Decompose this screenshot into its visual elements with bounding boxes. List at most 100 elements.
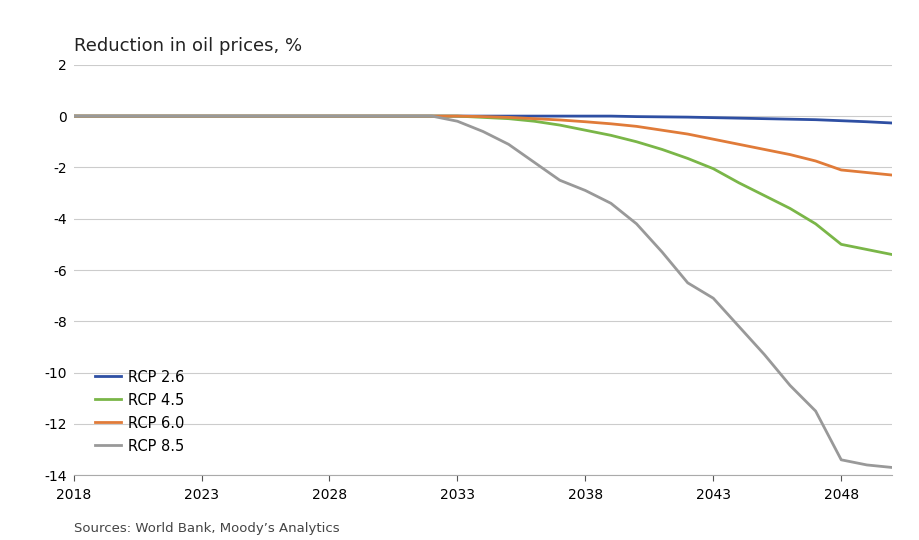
RCP 6.0 — [451, 113, 462, 119]
RCP 4.5 — [94, 113, 105, 119]
RCP 2.6 — [681, 114, 692, 120]
RCP 8.5 — [298, 113, 309, 119]
RCP 2.6 — [170, 113, 181, 119]
RCP 6.0 — [298, 113, 309, 119]
RCP 6.0 — [860, 170, 871, 176]
RCP 8.5 — [758, 352, 769, 358]
RCP 4.5 — [707, 165, 718, 172]
RCP 8.5 — [579, 187, 590, 194]
RCP 2.6 — [221, 113, 233, 119]
RCP 6.0 — [579, 118, 590, 125]
RCP 4.5 — [451, 113, 462, 119]
RCP 6.0 — [221, 113, 233, 119]
RCP 8.5 — [425, 113, 437, 119]
RCP 6.0 — [94, 113, 105, 119]
RCP 4.5 — [860, 246, 871, 253]
RCP 6.0 — [401, 113, 412, 119]
RCP 6.0 — [503, 114, 514, 120]
Line: RCP 4.5: RCP 4.5 — [74, 116, 891, 255]
RCP 4.5 — [170, 113, 181, 119]
RCP 2.6 — [553, 113, 564, 119]
RCP 2.6 — [298, 113, 309, 119]
RCP 6.0 — [886, 172, 897, 178]
RCP 4.5 — [272, 113, 283, 119]
RCP 6.0 — [196, 113, 207, 119]
RCP 4.5 — [477, 114, 488, 120]
RCP 6.0 — [784, 151, 795, 158]
RCP 2.6 — [196, 113, 207, 119]
RCP 8.5 — [401, 113, 412, 119]
RCP 6.0 — [834, 167, 845, 173]
RCP 2.6 — [425, 113, 437, 119]
RCP 4.5 — [425, 113, 437, 119]
RCP 6.0 — [656, 127, 667, 133]
RCP 4.5 — [528, 118, 539, 125]
RCP 2.6 — [451, 113, 462, 119]
RCP 8.5 — [119, 113, 130, 119]
Line: RCP 2.6: RCP 2.6 — [74, 116, 891, 123]
RCP 4.5 — [784, 205, 795, 212]
RCP 6.0 — [349, 113, 360, 119]
RCP 8.5 — [247, 113, 258, 119]
RCP 8.5 — [784, 382, 795, 389]
RCP 8.5 — [528, 159, 539, 166]
RCP 2.6 — [707, 114, 718, 121]
RCP 8.5 — [349, 113, 360, 119]
RCP 8.5 — [707, 295, 718, 301]
RCP 2.6 — [605, 113, 616, 119]
RCP 2.6 — [758, 116, 769, 122]
RCP 4.5 — [68, 113, 79, 119]
RCP 2.6 — [784, 116, 795, 123]
RCP 2.6 — [144, 113, 155, 119]
RCP 2.6 — [272, 113, 283, 119]
RCP 4.5 — [656, 146, 667, 153]
RCP 2.6 — [630, 113, 641, 120]
RCP 2.6 — [886, 120, 897, 126]
RCP 2.6 — [579, 113, 590, 119]
RCP 4.5 — [401, 113, 412, 119]
RCP 2.6 — [732, 115, 743, 122]
RCP 4.5 — [323, 113, 335, 119]
RCP 4.5 — [553, 122, 564, 129]
RCP 2.6 — [119, 113, 130, 119]
RCP 8.5 — [68, 113, 79, 119]
RCP 4.5 — [247, 113, 258, 119]
RCP 4.5 — [886, 252, 897, 258]
Text: Sources: World Bank, Moody’s Analytics: Sources: World Bank, Moody’s Analytics — [74, 522, 339, 535]
RCP 8.5 — [477, 128, 488, 134]
RCP 6.0 — [528, 116, 539, 122]
RCP 4.5 — [298, 113, 309, 119]
RCP 6.0 — [272, 113, 283, 119]
RCP 8.5 — [860, 462, 871, 468]
RCP 6.0 — [425, 113, 437, 119]
RCP 2.6 — [503, 113, 514, 119]
RCP 8.5 — [144, 113, 155, 119]
RCP 8.5 — [323, 113, 335, 119]
RCP 6.0 — [732, 141, 743, 147]
RCP 2.6 — [860, 118, 871, 125]
RCP 8.5 — [375, 113, 386, 119]
RCP 8.5 — [810, 408, 821, 414]
RCP 2.6 — [528, 113, 539, 119]
RCP 6.0 — [477, 113, 488, 120]
RCP 2.6 — [349, 113, 360, 119]
RCP 6.0 — [119, 113, 130, 119]
RCP 2.6 — [323, 113, 335, 119]
RCP 4.5 — [144, 113, 155, 119]
RCP 6.0 — [630, 123, 641, 130]
RCP 8.5 — [656, 249, 667, 255]
RCP 8.5 — [272, 113, 283, 119]
RCP 4.5 — [810, 221, 821, 227]
RCP 8.5 — [732, 323, 743, 329]
RCP 8.5 — [196, 113, 207, 119]
RCP 6.0 — [553, 117, 564, 123]
RCP 2.6 — [401, 113, 412, 119]
RCP 4.5 — [732, 179, 743, 186]
RCP 4.5 — [375, 113, 386, 119]
RCP 2.6 — [247, 113, 258, 119]
RCP 8.5 — [94, 113, 105, 119]
RCP 8.5 — [681, 280, 692, 286]
RCP 8.5 — [605, 200, 616, 206]
RCP 8.5 — [886, 464, 897, 471]
RCP 6.0 — [375, 113, 386, 119]
